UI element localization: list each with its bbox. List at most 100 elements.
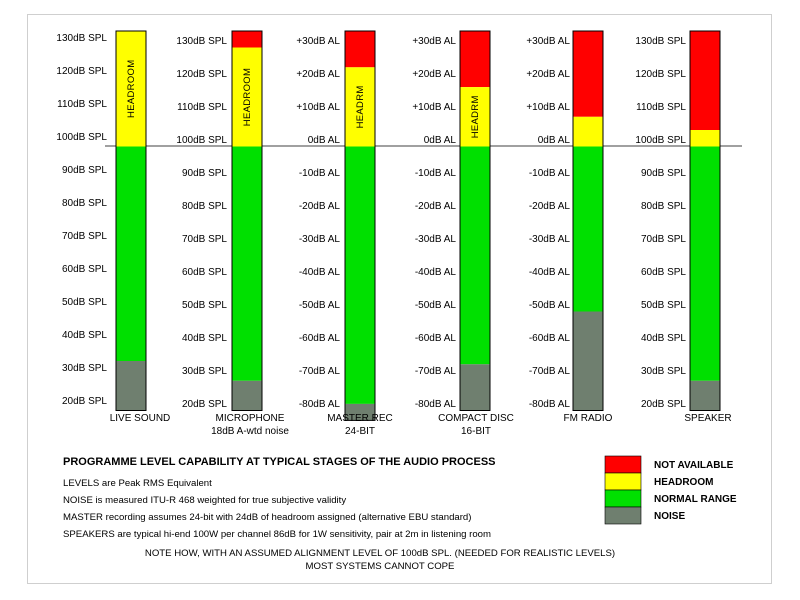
legend-swatch-headroom — [604, 472, 642, 491]
axis-tick-label: 120dB SPL — [176, 69, 227, 80]
axis-tick-label: +20dB AL — [412, 69, 456, 80]
axis-tick-label: -40dB AL — [529, 267, 571, 278]
bar-segment-noise — [690, 380, 720, 411]
note-speakers: SPEAKERS are typical hi-end 100W per cha… — [63, 529, 491, 540]
axis-tick-label: -80dB AL — [415, 399, 457, 410]
bar-segment-noise — [345, 403, 375, 421]
axis-tick-label: 100dB SPL — [635, 135, 686, 146]
column-name: COMPACT DISC — [438, 413, 514, 424]
legend-swatch-noise — [604, 506, 642, 525]
legend-swatch-not-available — [604, 455, 642, 474]
axis-tick-label: -60dB AL — [299, 333, 341, 344]
axis-tick-label: -50dB AL — [415, 300, 457, 311]
bars-group: HEADROOM HEADROOM HEADRM HEADRM — [115, 30, 721, 421]
bar-outline — [459, 30, 491, 411]
diagram-title: PROGRAMME LEVEL CAPABILITY AT TYPICAL ST… — [63, 456, 496, 468]
axis-tick-label: -10dB AL — [415, 168, 457, 179]
axis-tick-label: -50dB AL — [529, 300, 571, 311]
axis-tick-label: 30dB SPL — [62, 363, 107, 374]
bar-segment-not-available — [573, 31, 603, 117]
axis-tick-label: 50dB SPL — [182, 300, 227, 311]
axis-tick-label: 110dB SPL — [177, 102, 227, 113]
diagram-frame — [27, 14, 772, 584]
bar-segment-normal — [460, 146, 490, 365]
bar-outline — [572, 30, 604, 411]
axis-tick-label: +30dB AL — [412, 36, 456, 47]
legend-label-normal-range: NORMAL RANGE — [654, 494, 737, 505]
axis-tick-label: 40dB SPL — [182, 333, 227, 344]
axis-tick-label: -50dB AL — [299, 300, 341, 311]
axis-tick-label: 110dB SPL — [636, 102, 686, 113]
axis-tick-label: -10dB AL — [529, 168, 571, 179]
axis-tick-label: -70dB AL — [415, 366, 457, 377]
axis-tick-label: 100dB SPL — [56, 132, 107, 143]
bar-segment-not-available — [460, 31, 490, 88]
note-noise: NOISE is measured ITU-R 468 weighted for… — [63, 495, 346, 506]
axis-tick-label: 90dB SPL — [182, 168, 227, 179]
axis-tick-label: +20dB AL — [296, 69, 340, 80]
headroom-bar-label: HEADROOM — [126, 60, 137, 118]
bar-segment-noise — [573, 311, 603, 411]
axis-tick-label: +10dB AL — [412, 102, 456, 113]
headroom-bar-label: HEADROOM — [242, 68, 253, 126]
bar-segment-normal — [690, 146, 720, 381]
axis-tick-label: 40dB SPL — [641, 333, 686, 344]
bar-segment-headroom — [345, 67, 375, 147]
axis-tick-label: 20dB SPL — [182, 399, 227, 410]
headroom-bar-label: HEADRM — [470, 95, 481, 138]
axis-tick-label: 80dB SPL — [62, 198, 107, 209]
axis-tick-label: -80dB AL — [529, 399, 571, 410]
legend-label-headroom: HEADROOM — [654, 477, 713, 488]
bar-segment-not-available — [232, 31, 262, 48]
axis-tick-label: +20dB AL — [526, 69, 570, 80]
axis-tick-label: -40dB AL — [415, 267, 457, 278]
bar-segment-headroom — [690, 130, 720, 147]
bar-segment-noise — [460, 364, 490, 411]
axis-tick-label: -80dB AL — [299, 399, 341, 410]
axis-tick-label: 20dB SPL — [62, 396, 107, 407]
axis-tick-label: 90dB SPL — [62, 165, 107, 176]
column-name: FM RADIO — [564, 413, 613, 424]
bar-live-sound: HEADROOM — [115, 30, 147, 411]
axis-tick-label: 70dB SPL — [62, 231, 107, 242]
axis-tick-label: +30dB AL — [526, 36, 570, 47]
axis-tick-label: 60dB SPL — [182, 267, 227, 278]
axis-tick-label: -70dB AL — [299, 366, 341, 377]
axis-tick-label: 40dB SPL — [62, 330, 107, 341]
axis-tick-label: 80dB SPL — [182, 201, 227, 212]
axis-tick-label: -20dB AL — [529, 201, 571, 212]
column-name: SPEAKER — [684, 413, 731, 424]
axis-tick-label: +10dB AL — [296, 102, 340, 113]
column-name: LIVE SOUND — [110, 413, 171, 424]
column-name: MASTER REC — [327, 413, 393, 424]
column-names-group: LIVE SOUND MICROPHONE 18dB A-wtd noise MAST… — [110, 413, 732, 437]
axis-tick-label: -30dB AL — [415, 234, 457, 245]
axis-tick-label: 130dB SPL — [635, 36, 686, 47]
footer-line-1: NOTE HOW, WITH AN ASSUMED ALIGNMENT LEVE… — [145, 548, 615, 559]
bar-segment-normal — [573, 146, 603, 312]
axis-tick-label: 50dB SPL — [62, 297, 107, 308]
axis-tick-label: -70dB AL — [529, 366, 571, 377]
axis-tick-label: 0dB AL — [308, 135, 341, 146]
column-subtitle: 18dB A-wtd noise — [211, 426, 289, 437]
column-name: MICROPHONE — [216, 413, 285, 424]
axis-tick-label: 90dB SPL — [641, 168, 686, 179]
axis-tick-label: 80dB SPL — [641, 201, 686, 212]
bar-fm-radio — [572, 30, 604, 411]
footer-line-2: MOST SYSTEMS CANNOT COPE — [306, 561, 455, 572]
axis-tick-label: -40dB AL — [299, 267, 341, 278]
bar-outline — [231, 30, 263, 411]
bar-segment-normal — [232, 146, 262, 381]
axis-tick-label: -60dB AL — [529, 333, 571, 344]
axis-tick-label: -10dB AL — [299, 168, 341, 179]
axis-tick-label: 60dB SPL — [62, 264, 107, 275]
axis-tick-label: -60dB AL — [415, 333, 457, 344]
axis-tick-label: -20dB AL — [299, 201, 341, 212]
axis-tick-label: 20dB SPL — [641, 399, 686, 410]
axis-tick-label: 50dB SPL — [641, 300, 686, 311]
bar-segment-not-available — [690, 31, 720, 130]
bar-segment-normal — [345, 146, 375, 404]
axis-tick-label: 130dB SPL — [176, 36, 227, 47]
axis-tick-label: 0dB AL — [538, 135, 571, 146]
bar-outline — [344, 30, 376, 421]
